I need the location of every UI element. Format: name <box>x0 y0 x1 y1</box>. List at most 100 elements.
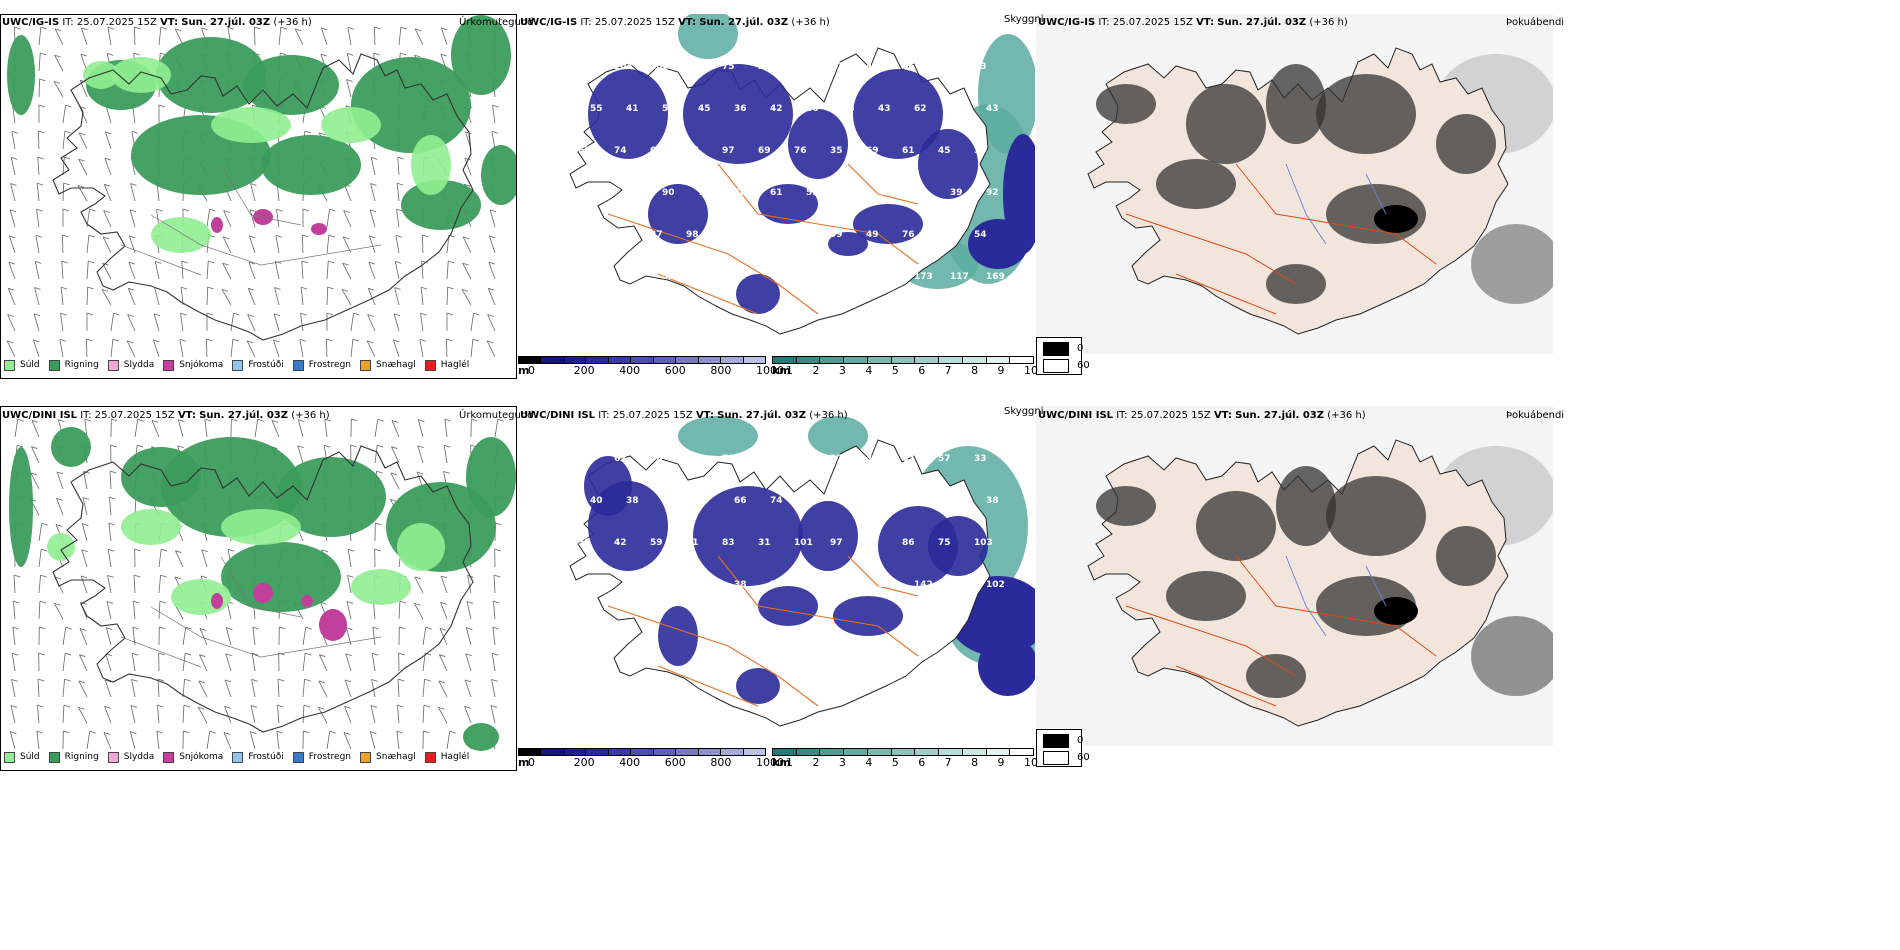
wind-barb-flag <box>492 652 499 656</box>
rain-area <box>451 15 511 95</box>
wind-barb-flag <box>472 338 480 342</box>
wind-barb-flag <box>175 550 182 554</box>
wind-barb-flag <box>347 26 355 30</box>
wind-barb-flag <box>346 601 354 604</box>
wind-barb-flag <box>341 289 349 292</box>
wind-barb-flag <box>223 210 230 213</box>
visibility-value-label: 57 <box>698 496 711 506</box>
cloud-map-row1 <box>1036 14 1553 354</box>
wind-barb-flag <box>366 340 374 344</box>
colorbar-tick: 800 <box>710 364 732 377</box>
rain-area <box>9 447 33 567</box>
wind-barb-flag <box>64 130 72 134</box>
wind-barb <box>370 705 376 724</box>
wind-barb <box>54 54 64 72</box>
wind-barb-flag <box>449 730 456 734</box>
wind-barb-flag <box>104 705 111 709</box>
wind-barb-flag <box>11 130 19 134</box>
wind-barb-flag <box>447 286 454 290</box>
low-visibility-area <box>648 184 708 244</box>
colorbar-strip <box>772 356 1034 364</box>
wind-barb-flag <box>130 705 138 708</box>
wind-barb <box>373 26 376 46</box>
wind-barb-flag <box>318 706 325 710</box>
wind-barb <box>369 209 376 228</box>
wind-barb-flag <box>448 260 455 264</box>
visibility-value-label: 69 <box>866 146 879 156</box>
wind-barb <box>393 339 400 358</box>
wind-barb-flag <box>103 732 111 735</box>
visibility-value-label: 42 <box>614 538 627 548</box>
legend-label: Haglél <box>440 360 470 370</box>
wind-barb-flag <box>84 418 91 422</box>
visibility-value-label: 118 <box>950 580 969 590</box>
colorbar-tick: 0 <box>528 756 535 769</box>
colorbar-tick: 9 <box>997 364 1005 377</box>
wind-barb <box>271 420 280 438</box>
wind-barb-flag <box>350 444 357 448</box>
wind-barb <box>324 419 328 438</box>
colorbar-tick: 1000 <box>756 756 784 769</box>
legend-label: Frostregn <box>308 360 352 370</box>
wind-barb <box>276 731 280 750</box>
title-cloud-row2: Þokuábendi <box>1506 410 1565 421</box>
sea-fog-area <box>808 416 868 456</box>
visibility-value-label: 36 <box>842 104 855 114</box>
wind-barb-flag <box>371 678 378 682</box>
wind-barb <box>62 131 66 150</box>
wind-barb-flag <box>12 626 19 630</box>
wind-barb-flag <box>271 420 279 423</box>
cloud-legend-swatch <box>1043 342 1069 356</box>
visibility-value-label: 97 <box>830 538 843 548</box>
wind-barb-flag <box>466 627 473 630</box>
wind-barb-flag <box>299 338 307 342</box>
low-visibility-area <box>758 184 818 224</box>
wind-barb <box>300 287 304 306</box>
roads <box>120 164 382 276</box>
wind-barb-flag <box>461 289 469 292</box>
wind-barb <box>12 627 16 646</box>
wind-barb-flag <box>157 678 165 682</box>
wind-barb-flag <box>465 679 472 683</box>
wind-barb-flag <box>250 731 257 734</box>
wind-barb <box>345 653 352 672</box>
wind-barb <box>391 420 400 438</box>
wind-barb <box>134 419 139 438</box>
visibility-value-label: 42 <box>578 622 591 632</box>
wind-barb <box>489 235 496 254</box>
wind-barb <box>182 653 186 672</box>
wind-barb <box>414 576 424 594</box>
rivers <box>1285 555 1387 637</box>
wind-barb <box>302 653 306 672</box>
wind-barb <box>251 679 256 698</box>
wind-barb-flag <box>439 654 446 658</box>
visibility-value-label: 110 <box>842 580 861 590</box>
wind-barb <box>494 419 499 438</box>
wind-barb <box>397 157 400 176</box>
wind-barb <box>274 287 280 306</box>
wind-barb-flag <box>250 705 258 708</box>
visibility-value-label: 61 <box>650 146 663 156</box>
wind-barb-flag <box>65 104 72 108</box>
wind-barb-flag <box>232 338 240 342</box>
snow-area <box>211 217 223 233</box>
visibility-value-label: 101 <box>794 538 813 548</box>
wind-barb <box>156 731 160 750</box>
wind-barb-flag <box>246 340 254 344</box>
visibility-colorbar-row2: km 1 2 3 4 5 6 7 8 9 10 <box>772 748 1038 770</box>
colorbar-tick: 1000 <box>756 364 784 377</box>
wind-barb-flag <box>473 312 480 316</box>
visibility-value-label: 31 <box>758 538 771 548</box>
wind-barb <box>346 79 352 98</box>
wind-barb-flag <box>126 340 134 344</box>
wind-barb-flag <box>252 104 259 108</box>
wind-barb-flag <box>367 314 374 317</box>
wind-barb-flag <box>105 131 112 135</box>
wind-barb <box>246 340 256 358</box>
low-visibility-area <box>736 668 780 704</box>
wind-barb <box>107 575 112 594</box>
wind-barb-flag <box>36 208 43 212</box>
cloud-legend-label: 60 <box>1077 752 1090 763</box>
low-visibility-area <box>798 501 858 571</box>
wind-barb-flag <box>209 730 216 734</box>
